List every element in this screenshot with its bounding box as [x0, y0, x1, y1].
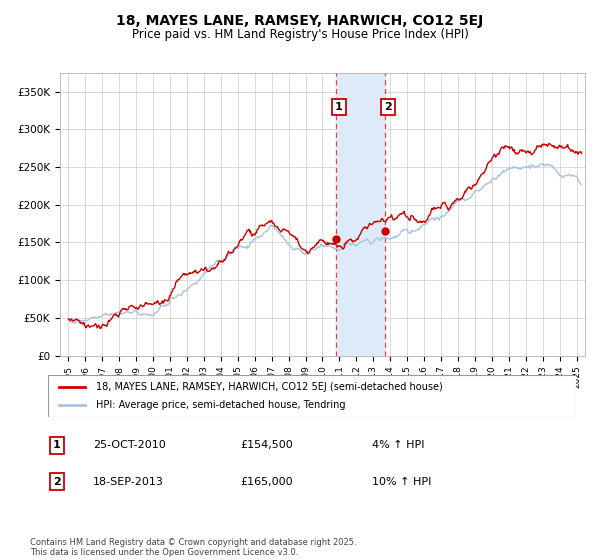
Text: £154,500: £154,500	[240, 440, 293, 450]
Text: 4% ↑ HPI: 4% ↑ HPI	[372, 440, 425, 450]
Bar	[337, 73, 385, 356]
Text: £165,000: £165,000	[240, 477, 293, 487]
Text: 18, MAYES LANE, RAMSEY, HARWICH, CO12 5EJ (semi-detached house): 18, MAYES LANE, RAMSEY, HARWICH, CO12 5E…	[95, 382, 442, 392]
Text: 2: 2	[53, 477, 61, 487]
Text: 10% ↑ HPI: 10% ↑ HPI	[372, 477, 431, 487]
Text: 1: 1	[335, 102, 343, 112]
Text: 18, MAYES LANE, RAMSEY, HARWICH, CO12 5EJ: 18, MAYES LANE, RAMSEY, HARWICH, CO12 5E…	[116, 14, 484, 28]
Text: 1: 1	[53, 440, 61, 450]
Text: Price paid vs. HM Land Registry's House Price Index (HPI): Price paid vs. HM Land Registry's House …	[131, 28, 469, 41]
Text: Contains HM Land Registry data © Crown copyright and database right 2025.
This d: Contains HM Land Registry data © Crown c…	[30, 538, 356, 557]
Text: 25-OCT-2010: 25-OCT-2010	[93, 440, 166, 450]
Text: 18-SEP-2013: 18-SEP-2013	[93, 477, 164, 487]
Text: HPI: Average price, semi-detached house, Tendring: HPI: Average price, semi-detached house,…	[95, 400, 345, 410]
Text: 2: 2	[384, 102, 392, 112]
